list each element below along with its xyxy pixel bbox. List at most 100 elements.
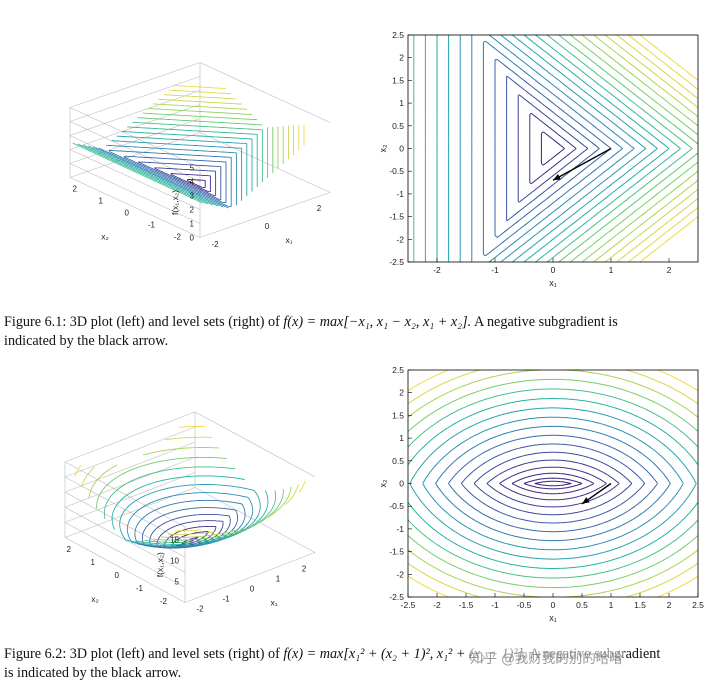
contour-line [424, 34, 681, 263]
contour-line [499, 466, 607, 501]
y-tick-label: 2 [67, 545, 72, 554]
y-tick-label: -2 [396, 569, 404, 579]
z-tick-label: 15 [170, 536, 179, 545]
caption-line2: indicated by the black arrow. [4, 333, 169, 349]
x-tick-label: 1 [609, 265, 614, 275]
y-tick-label: 1.5 [392, 410, 404, 420]
x-tick-label: 2 [667, 265, 672, 275]
y-tick-label: 0.5 [392, 121, 404, 131]
y-tick-label: -2.5 [389, 592, 404, 602]
grid-line [69, 76, 201, 122]
arrow-head [582, 497, 590, 504]
x-tick-label: -0.5 [517, 600, 532, 610]
z-tick-label: 1 [190, 220, 195, 229]
y-tick-label: -2 [160, 597, 168, 606]
surface-contour [158, 98, 289, 160]
grid-line [64, 472, 196, 523]
y-tick-label: -1 [396, 524, 404, 534]
contour-line [407, 398, 699, 569]
y-axis-label: x₂ [101, 232, 109, 242]
x-axis-label: x₁ [549, 613, 557, 623]
contour-line [448, 34, 658, 263]
x-tick-label: 0.5 [576, 600, 588, 610]
surface-contour [119, 484, 261, 547]
contour-line [409, 407, 697, 560]
plot-frame [407, 34, 699, 263]
x-tick-label: 2 [302, 565, 307, 574]
y-axis-label: x₂ [378, 479, 388, 488]
watermark: 知乎 @我财我的别的哈哈 [470, 647, 623, 667]
z-axis-label: f(x₁,x₂) [155, 552, 165, 577]
box-edge [64, 411, 196, 463]
y-axis-label: x₂ [378, 144, 388, 153]
x-tick-label: 0 [551, 265, 556, 275]
contour-line [407, 388, 699, 579]
contour-line [517, 94, 589, 203]
surface-contour [126, 492, 254, 548]
grid-line [69, 90, 201, 136]
grid-line [69, 118, 201, 164]
contour-plot-2: -2.5 -2 -1.5 -1 -0.5 0 0.5 1 1.5 2 2.5 2.5 2 1.5 1 0.5 0… [378, 365, 704, 623]
y-tick-label: 1.5 [392, 75, 404, 85]
caption-formula: f(x) = max[x₁² + (x₂ + 1)², x₁² + (x₂ − … [283, 646, 527, 662]
y-tick-label: 1 [399, 433, 404, 443]
arrow-head [553, 174, 561, 181]
contour-line [506, 75, 600, 222]
contour-line [471, 34, 635, 263]
surface-contour [88, 135, 248, 207]
z-tick-label: 10 [170, 557, 179, 566]
grid-line [69, 149, 201, 210]
figure-6-2: 5 10 15 2 1 0 -1 -2 -2 -1 0 1 2 f(x₁,x₂) x₂ x₁ -2.5 -2 -1… [0, 360, 728, 688]
contour-line [529, 112, 577, 185]
contour-line [413, 34, 693, 263]
grid-line [64, 506, 186, 573]
contour-line [628, 34, 699, 263]
grid-line [64, 456, 196, 508]
y-tick-label: 0 [125, 209, 130, 218]
x-axis-label: x₁ [549, 278, 557, 288]
plot-frame [407, 369, 699, 598]
y-tick-label: 2 [73, 185, 78, 194]
surface-contour [163, 94, 295, 155]
contour-line [534, 480, 572, 487]
x-tick-label: 2 [317, 204, 322, 213]
grid-line [69, 163, 201, 224]
y-tick-label: -1 [396, 189, 404, 199]
x-tick-label: -2 [433, 600, 441, 610]
box-edge [69, 62, 201, 108]
surface-contour [149, 513, 231, 549]
surface-contour [81, 436, 299, 535]
z-tick-label: 0 [190, 234, 195, 243]
x-tick-label: 2 [667, 600, 672, 610]
y-tick-label: -2 [174, 233, 182, 242]
surface-contour [108, 149, 232, 208]
surface-contour [137, 161, 222, 201]
box-edge [199, 62, 331, 123]
x-tick-label: -2 [433, 265, 441, 275]
contour-line [435, 425, 671, 542]
surface-contour [173, 85, 305, 146]
z-tick-label: 2 [190, 206, 195, 215]
contour-line [482, 40, 623, 257]
surface-plot-1: 0 1 2 3 4 5 2 1 0 -1 -2 -2 0 2 f(x₁,x₂) x₂ x₁ [69, 62, 331, 249]
surface-contour [88, 447, 292, 538]
caption-figure-6-1: Figure 6.1: 3D plot (left) and level set… [4, 313, 726, 351]
z-axis-label: f(x₁,x₂) [170, 190, 180, 215]
y-tick-label: 2.5 [392, 365, 404, 375]
y-tick-label: -1 [136, 584, 144, 593]
contour-line [494, 59, 612, 238]
surface-contour [96, 456, 284, 541]
contour-line [511, 472, 595, 495]
box-edge [199, 192, 331, 238]
y-tick-label: 0 [399, 479, 404, 489]
x-tick-label: -1 [491, 265, 499, 275]
y-tick-label: 0 [399, 144, 404, 154]
x-tick-label: -2 [211, 240, 219, 249]
contour-line [448, 434, 658, 533]
box-edge [199, 132, 331, 193]
z-tick-label: 3 [190, 192, 195, 201]
x-axis-label: x₁ [285, 235, 292, 245]
figure-6-1: 0 1 2 3 4 5 2 1 0 -1 -2 -2 0 2 f(x₁,x₂) x₂ x₁ -2 -1 0 1 2 2.5… [69, 30, 699, 288]
x-tick-label: 0 [265, 222, 270, 231]
